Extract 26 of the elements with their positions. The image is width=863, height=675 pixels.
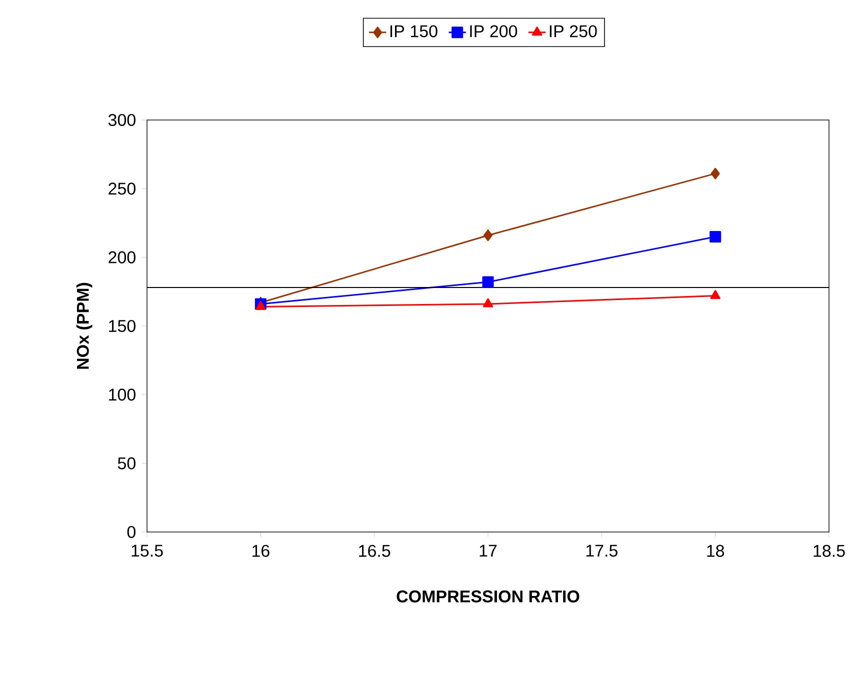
- x-tick-label: 18.5: [814, 544, 845, 557]
- legend-label: IP 200: [470, 25, 518, 38]
- legend-label: IP 250: [550, 25, 597, 38]
- y-tick-label: 0: [127, 526, 136, 538]
- point: [256, 301, 266, 310]
- y-tick-label: 100: [109, 388, 136, 401]
- x-tick-label: 16: [252, 544, 270, 557]
- x-axis-title: COMPRESSION RATIO: [396, 590, 580, 602]
- y-tick-label: 250: [108, 182, 136, 195]
- point: [710, 230, 722, 242]
- x-tick-label: 18: [707, 544, 724, 557]
- y-tick-label: 50: [118, 457, 136, 470]
- point: [482, 276, 494, 288]
- x-tick-label: 16.5: [359, 544, 390, 557]
- point: [710, 290, 720, 300]
- x-tick-label: 17: [480, 544, 497, 557]
- y-tick-label: 300: [108, 114, 136, 126]
- point: [484, 230, 492, 242]
- x-tick-label: 17.5: [586, 544, 618, 557]
- point: [710, 168, 720, 180]
- y-tick-label: 150: [109, 320, 136, 332]
- point: [482, 298, 494, 308]
- y-tick-label: 200: [108, 251, 136, 264]
- x-tick-label: 15.5: [132, 544, 163, 557]
- legend-label: IP 150: [390, 25, 438, 38]
- y-axis-title: NOx (PPM): [76, 282, 92, 369]
